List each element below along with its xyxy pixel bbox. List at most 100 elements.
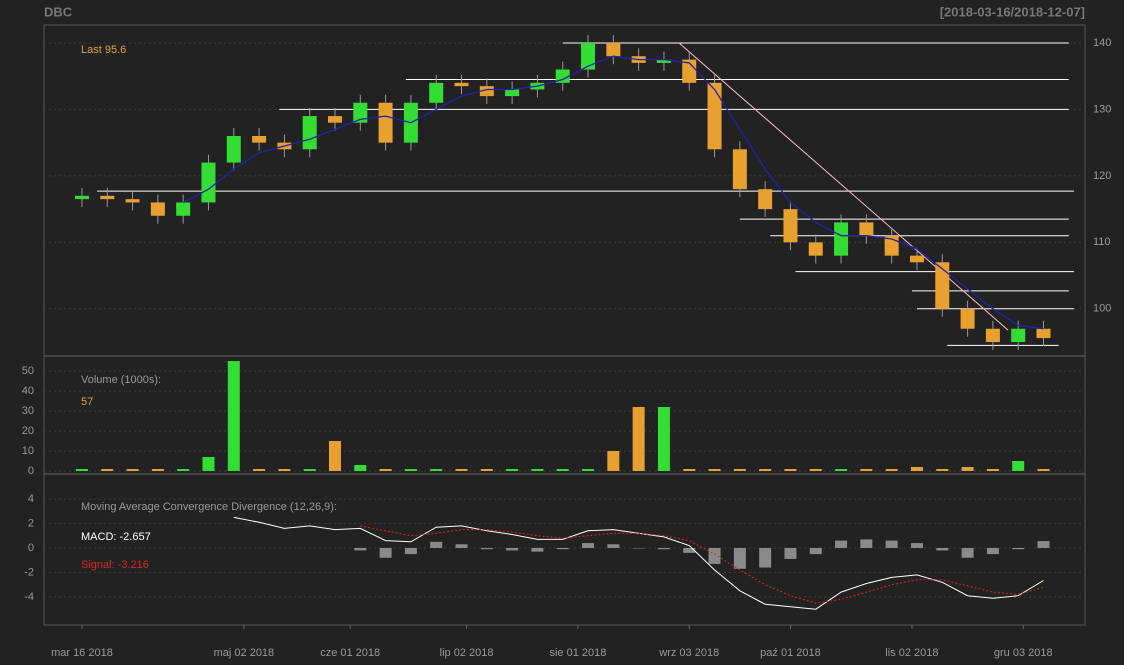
y-tick-label: 2 — [28, 517, 34, 529]
candle-body — [176, 202, 191, 216]
candle-body — [378, 102, 393, 143]
x-tick-label: mar 16 2018 — [51, 647, 113, 659]
volume-bar — [1037, 469, 1050, 471]
macd-title: Moving Average Convergence Divergence (1… — [81, 501, 337, 513]
y-tick-label: 10 — [22, 445, 34, 457]
volume-bar — [202, 457, 215, 471]
y-tick-label: 120 — [1093, 170, 1111, 182]
candle-body — [74, 195, 89, 200]
histogram-bar — [809, 547, 822, 555]
histogram-bar — [835, 540, 848, 548]
y-tick-label: 0 — [28, 465, 34, 477]
series-line — [360, 525, 1044, 604]
volume-bar — [455, 469, 468, 471]
y-tick-label: 30 — [22, 405, 34, 417]
volume-bar — [1012, 461, 1025, 471]
candle-body — [732, 149, 747, 190]
y-tick-label: 140 — [1093, 37, 1111, 49]
y-tick-label: 0 — [28, 542, 34, 554]
y-tick-label: 20 — [22, 425, 34, 437]
candle-body — [125, 199, 140, 203]
volume-bar — [480, 469, 493, 471]
candle-body — [758, 189, 773, 210]
x-tick-label: maj 02 2018 — [214, 647, 275, 659]
candle-body — [454, 82, 469, 87]
series-line — [233, 516, 1044, 610]
volume-title: Volume (1000s): — [81, 374, 161, 386]
volume-bar — [860, 469, 873, 471]
x-tick-label: lis 02 2018 — [885, 647, 938, 659]
last-price-label: Last 95.6 — [81, 44, 126, 56]
histogram-bar — [582, 543, 595, 548]
candle-body — [935, 262, 950, 309]
volume-bar — [657, 407, 670, 471]
candle-body — [252, 135, 267, 143]
volume-bar — [177, 469, 190, 471]
candle-body — [505, 89, 520, 97]
y-tick-label: 40 — [22, 385, 34, 397]
histogram-bar — [404, 547, 417, 555]
volume-bar — [354, 465, 367, 471]
candle-body — [226, 135, 241, 163]
candle-body — [150, 202, 165, 216]
volume-bar — [404, 469, 417, 471]
legend-macd: MACD: -2.657 — [81, 531, 151, 543]
histogram-bar — [379, 547, 392, 558]
candle-body — [201, 162, 216, 203]
volume-bar — [303, 469, 316, 471]
volume-bar — [151, 469, 164, 471]
y-tick-label: 100 — [1093, 303, 1111, 315]
volume-bar — [328, 441, 341, 471]
candle-body — [302, 116, 317, 150]
volume-bar — [506, 469, 519, 471]
candle-body — [100, 195, 115, 200]
histogram-bar — [986, 547, 999, 555]
candle-body — [606, 42, 621, 57]
volume-bar — [961, 467, 974, 471]
x-tick-label: sie 01 2018 — [549, 647, 606, 659]
volume-bar — [582, 469, 595, 471]
candle-body — [909, 255, 924, 263]
volume-bar — [683, 469, 696, 471]
histogram-bar — [885, 540, 898, 548]
y-tick-label: 4 — [28, 493, 34, 505]
histogram-bar — [936, 547, 949, 551]
histogram-bar — [708, 547, 721, 564]
volume-bar — [379, 469, 392, 471]
y-tick-label: -4 — [24, 591, 34, 603]
plot-frame — [43, 24, 1086, 626]
histogram-bar — [430, 541, 443, 548]
histogram-bar — [455, 544, 468, 548]
histogram-bar — [961, 547, 974, 558]
volume-bar — [75, 469, 88, 471]
histogram-bar — [784, 547, 797, 559]
candle-body — [682, 59, 697, 83]
candle-body — [327, 116, 342, 123]
candle-body — [707, 82, 722, 150]
histogram-bar — [733, 547, 746, 569]
candle-body — [783, 209, 798, 243]
y-tick-label: -2 — [24, 566, 34, 578]
x-tick-label: lip 02 2018 — [440, 647, 494, 659]
volume-bar — [809, 469, 822, 471]
y-tick-label: 130 — [1093, 103, 1111, 115]
trend-line — [678, 42, 1009, 331]
histogram-bar — [657, 547, 670, 550]
histogram-bar — [632, 547, 645, 549]
histogram-bar — [1037, 541, 1050, 548]
volume-bar — [986, 469, 999, 471]
histogram-bar — [556, 547, 569, 550]
histogram-bar — [506, 547, 519, 551]
x-tick-label: wrz 03 2018 — [658, 647, 719, 659]
candle-body — [834, 222, 849, 256]
volume-bar — [227, 361, 240, 471]
volume-bar — [101, 469, 114, 471]
candle-body — [1011, 328, 1026, 343]
volume-bar — [632, 407, 645, 471]
candle-body — [555, 69, 570, 83]
y-tick-label: 50 — [22, 365, 34, 377]
chart-title: DBC — [44, 4, 73, 19]
histogram-bar — [480, 547, 493, 550]
candle-body — [656, 59, 671, 63]
